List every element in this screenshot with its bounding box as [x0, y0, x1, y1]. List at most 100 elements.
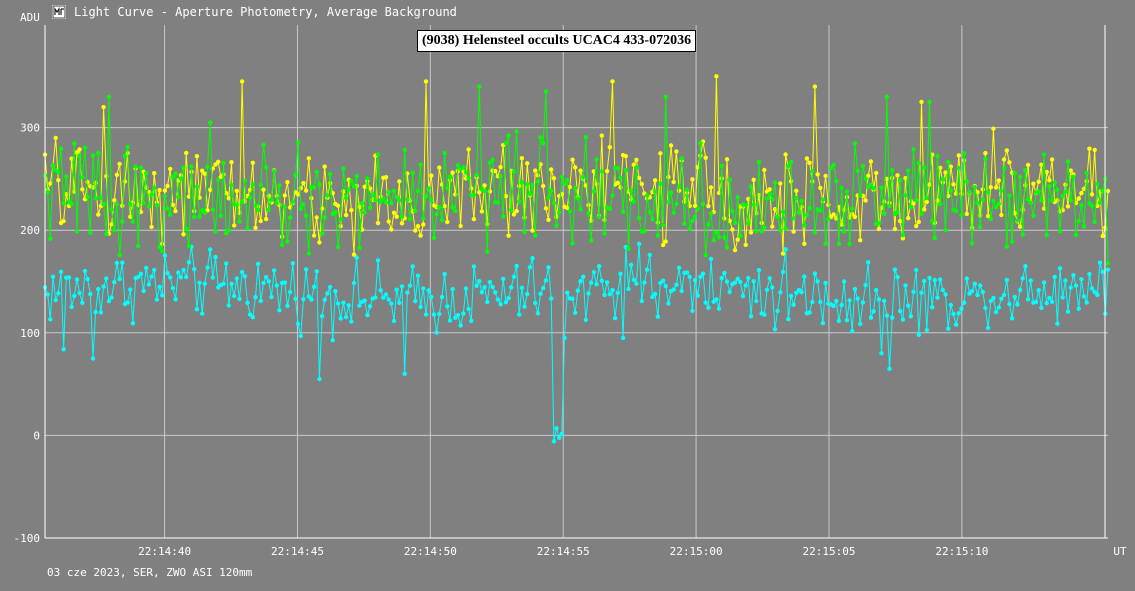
data-point — [210, 207, 215, 212]
data-point — [391, 188, 397, 193]
data-point — [74, 229, 80, 234]
data-point — [876, 226, 882, 232]
data-point — [716, 306, 722, 311]
data-point — [860, 163, 866, 169]
data-point — [804, 156, 810, 161]
tick-label-layer: -100 0 100 200 300 22:14:40 22:14:45 22:14:50 22… — [14, 122, 1127, 558]
data-point — [146, 204, 152, 209]
data-point — [839, 222, 844, 227]
data-point — [253, 225, 258, 230]
data-point — [898, 177, 903, 182]
data-point — [442, 271, 447, 277]
data-point — [770, 197, 775, 202]
data-point — [940, 287, 945, 293]
data-point — [844, 189, 850, 194]
data-point — [799, 289, 804, 295]
data-point — [421, 286, 426, 291]
data-point — [343, 314, 349, 320]
data-point — [245, 300, 250, 305]
data-point — [72, 293, 77, 299]
data-point — [173, 297, 178, 302]
data-point — [573, 165, 578, 170]
data-point — [607, 206, 612, 211]
data-point — [1055, 198, 1060, 203]
data-point — [1055, 321, 1060, 326]
data-point — [1100, 233, 1105, 239]
data-point — [455, 313, 461, 318]
data-point — [373, 198, 378, 203]
data-point — [983, 305, 988, 311]
data-point — [503, 300, 509, 305]
data-point — [200, 311, 205, 316]
data-point — [50, 274, 56, 279]
data-point — [594, 157, 599, 162]
data-point — [85, 179, 90, 185]
data-point — [983, 150, 988, 156]
data-point — [751, 202, 756, 208]
data-point — [413, 228, 418, 233]
data-point — [130, 219, 136, 224]
data-point — [335, 244, 341, 250]
data-point — [706, 222, 711, 227]
data-point — [1068, 285, 1073, 290]
data-point — [53, 135, 58, 141]
data-point — [652, 189, 658, 194]
data-point — [770, 285, 775, 290]
data-point — [953, 322, 959, 327]
data-point — [295, 140, 301, 145]
data-point — [386, 219, 391, 224]
data-point — [1023, 264, 1028, 269]
data-point — [884, 176, 890, 182]
data-point — [1049, 299, 1055, 304]
data-point — [104, 276, 109, 281]
data-point — [676, 184, 682, 189]
data-point — [549, 188, 554, 193]
data-point — [762, 225, 767, 230]
data-point — [828, 165, 834, 171]
data-point — [1015, 218, 1020, 223]
data-point — [895, 274, 900, 280]
data-point — [274, 201, 279, 206]
x-tick-label: 22:14:40 — [138, 545, 191, 558]
data-point — [575, 196, 580, 201]
data-point — [1065, 204, 1071, 209]
data-point — [114, 260, 120, 266]
data-point — [578, 168, 583, 173]
data-point — [101, 104, 106, 110]
data-point — [133, 164, 138, 169]
data-point — [767, 187, 772, 192]
data-point — [788, 179, 794, 184]
data-point — [1063, 278, 1068, 283]
data-point — [639, 298, 644, 304]
data-point — [938, 202, 943, 207]
data-point — [466, 306, 471, 312]
data-point — [282, 204, 287, 210]
data-point — [863, 198, 868, 203]
data-point — [732, 280, 738, 285]
data-point — [700, 201, 706, 207]
data-point — [1081, 294, 1087, 299]
light-curve-icon[interactable] — [52, 5, 66, 19]
data-point — [1079, 277, 1084, 282]
data-point — [343, 195, 349, 201]
data-point — [754, 298, 759, 304]
data-point — [988, 216, 993, 222]
data-point — [980, 187, 985, 192]
data-point — [834, 178, 839, 184]
data-point — [144, 170, 149, 176]
data-point — [522, 230, 527, 235]
data-point — [333, 210, 338, 215]
data-point — [716, 190, 722, 196]
data-point — [482, 285, 487, 290]
data-point — [61, 201, 66, 206]
data-point — [1007, 301, 1012, 307]
data-point — [807, 160, 812, 165]
data-point — [626, 246, 631, 251]
data-point — [708, 211, 714, 216]
data-point — [247, 195, 253, 200]
data-point — [455, 163, 461, 168]
data-point — [210, 275, 215, 280]
data-point — [511, 274, 517, 279]
data-point — [780, 209, 786, 214]
